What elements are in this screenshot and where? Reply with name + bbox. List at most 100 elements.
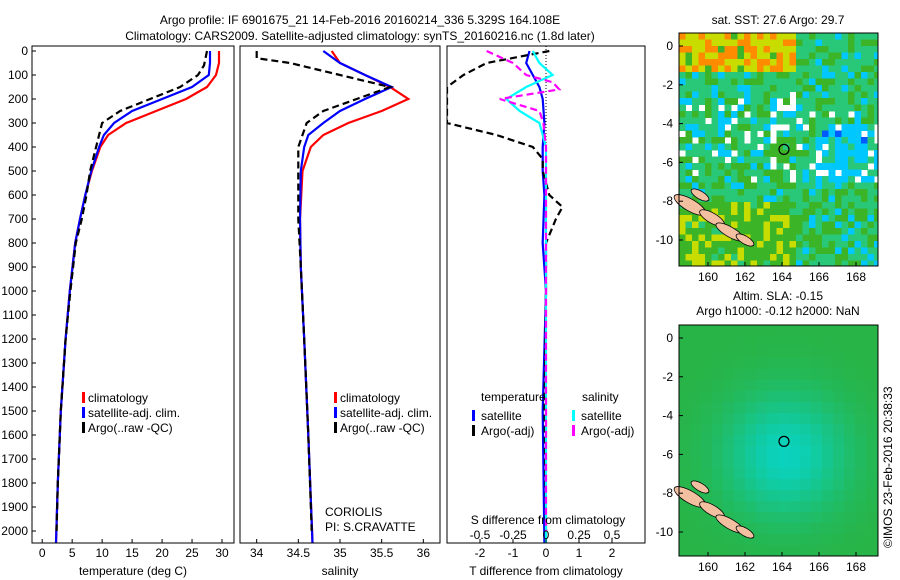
map-cell <box>718 143 725 151</box>
legend-swatch <box>82 407 85 418</box>
map-cell <box>712 413 724 425</box>
map-cell <box>744 104 751 112</box>
map-cell <box>770 39 777 47</box>
map-cell <box>744 221 751 229</box>
map-cell <box>776 85 784 92</box>
map-cell <box>861 176 868 183</box>
map-cell <box>828 156 836 164</box>
map-cell <box>763 39 771 47</box>
map-cell <box>866 545 878 556</box>
map-cell <box>698 176 706 183</box>
map-cell <box>778 347 790 359</box>
map-cell <box>692 39 699 47</box>
map-cell <box>731 78 738 86</box>
map-cell <box>705 202 712 209</box>
map-cell <box>750 182 758 190</box>
map-cell <box>848 143 855 151</box>
map-cell <box>778 457 790 469</box>
map-cell <box>800 325 812 337</box>
map-cell <box>811 391 823 403</box>
map-cell <box>679 325 691 337</box>
map-cell <box>854 72 862 79</box>
map-cell <box>750 254 758 261</box>
legend-entry: satellite <box>481 409 522 423</box>
map-cell <box>763 241 771 248</box>
map-cell <box>737 78 745 86</box>
map-cell <box>776 221 784 229</box>
map-cell <box>701 325 713 337</box>
map-cell <box>815 124 823 131</box>
map-cell <box>692 124 699 131</box>
map-cell <box>809 78 816 86</box>
map-cell <box>783 169 790 177</box>
map-cell <box>685 65 693 73</box>
credit-text: ©IMOS 23-Feb-2016 20:38:33 <box>881 386 895 548</box>
map-cell <box>783 208 790 216</box>
map-cell <box>750 91 758 99</box>
map-cell <box>763 46 771 53</box>
map-cell <box>763 228 771 235</box>
map-cell <box>763 234 771 242</box>
map-cell <box>848 254 855 261</box>
map-cell <box>711 78 719 86</box>
map-cell <box>874 85 878 92</box>
map-cell <box>822 65 829 73</box>
map-cell <box>811 512 823 524</box>
map-cell <box>796 182 803 190</box>
lat-tick-label: -2 <box>662 78 673 92</box>
map-cell <box>712 457 724 469</box>
map-cell <box>848 156 855 164</box>
map-cell <box>867 208 875 216</box>
map-cell <box>690 457 702 469</box>
map-cell <box>679 176 686 183</box>
map-cell <box>679 208 686 216</box>
map-cell <box>874 221 878 229</box>
map-cell <box>855 424 867 436</box>
map-cell <box>841 202 849 209</box>
map-cell <box>723 369 735 381</box>
map-cell <box>828 260 836 266</box>
map-cell <box>815 104 823 112</box>
map-cell <box>734 512 746 524</box>
map-cell <box>833 479 845 491</box>
map-cell <box>811 336 823 348</box>
map-cell <box>822 402 834 414</box>
map-cell <box>866 358 878 370</box>
map-cell <box>737 228 745 235</box>
map-cell <box>679 124 686 131</box>
map-cell <box>800 501 812 513</box>
map-cell <box>844 358 856 370</box>
y-tick-label: 1100 <box>2 308 28 322</box>
map-cell <box>789 545 801 556</box>
map-cell <box>828 130 836 138</box>
map-cell <box>841 98 849 105</box>
map-cell <box>744 98 751 105</box>
legend-entry: Argo(..raw -QC) <box>88 421 173 435</box>
map-cell <box>692 91 699 99</box>
map-cell <box>802 104 810 112</box>
map-cell <box>750 137 758 144</box>
map-cell <box>711 182 719 190</box>
map-cell <box>809 254 816 261</box>
map-cell <box>701 424 713 436</box>
map-cell <box>822 347 834 359</box>
map-cell <box>679 391 691 403</box>
map-cell <box>750 78 758 86</box>
map-cell <box>767 457 779 469</box>
map-cell <box>789 137 797 144</box>
map-cell <box>750 124 758 131</box>
map-cell <box>698 143 706 151</box>
map-cell <box>822 72 829 79</box>
map-cell <box>815 85 823 92</box>
map-cell <box>815 234 823 242</box>
map-cell <box>745 336 757 348</box>
map-cell <box>809 143 816 151</box>
map-cell <box>867 78 875 86</box>
map-cell <box>815 117 823 125</box>
map-cell <box>724 98 732 105</box>
map-cell <box>789 457 801 469</box>
map-cell <box>867 143 875 151</box>
map-cell <box>734 468 746 480</box>
map-cell <box>867 33 875 40</box>
map-cell <box>763 124 771 131</box>
